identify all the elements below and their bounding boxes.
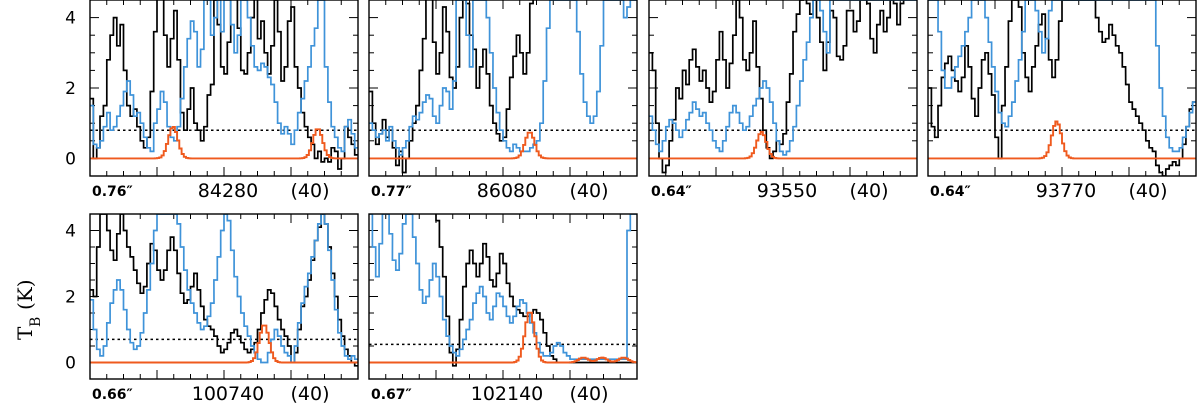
y-tick-label: 4 [65, 9, 76, 29]
species-model-spectrum [90, 324, 358, 364]
y-tick-label: 0 [65, 149, 76, 169]
observed-spectrum [90, 214, 358, 367]
beam-size-label: 0.64″ [930, 184, 971, 200]
beam-size-label: 0.64″ [651, 184, 692, 200]
y-tick-label: 2 [65, 288, 76, 308]
frequency-label: 86080 [477, 180, 537, 202]
spectrum-lines [90, 214, 358, 367]
species-model-spectrum [90, 126, 358, 160]
y-tick-label: 4 [65, 222, 76, 242]
transition-tag-label: (40) [290, 180, 329, 202]
transition-tag-label: (40) [849, 180, 888, 202]
frequency-label: 102140 [471, 383, 544, 405]
frequency-label: 84280 [198, 180, 258, 202]
panel-frame [89, 213, 359, 380]
y-tick-label: 0 [65, 354, 76, 374]
spectrum-panel: 0 2 4 0.76″ 84280 (40) [65, 0, 359, 202]
y-axis-title-sub: B [28, 317, 44, 327]
beam-size-label: 0.67″ [371, 387, 412, 403]
spectrum-lines [928, 0, 1196, 176]
transition-tag-label: (40) [290, 383, 329, 405]
y-axis-title: T B (K) [13, 279, 44, 340]
full-model-spectrum [90, 0, 358, 153]
spectrum-panel: 0.64″ 93550 (40) [648, 0, 918, 202]
observed-spectrum [649, 0, 905, 174]
full-model-spectrum [369, 0, 637, 156]
spectrum-panel: 0.64″ 93770 (40) [927, 0, 1197, 202]
frequency-label: 93550 [757, 180, 817, 202]
spectrum-panel: 0.67″ 102140 (40) [368, 213, 638, 405]
beam-size-label: 0.76″ [92, 184, 133, 200]
full-model-spectrum [369, 214, 637, 361]
observed-spectrum [435, 214, 637, 367]
beam-size-label: 0.77″ [371, 184, 412, 200]
panel-frame [368, 0, 638, 177]
observed-spectrum [928, 0, 1196, 176]
spectrum-lines [369, 214, 637, 367]
y-tick-label: 2 [65, 79, 76, 99]
y-axis-title-unit: (K) [13, 279, 37, 310]
transition-tag-label: (40) [569, 180, 608, 202]
full-model-spectrum [90, 214, 358, 364]
full-model-spectrum [928, 0, 1196, 153]
species-model-spectrum [369, 311, 637, 364]
panel-frame [648, 0, 918, 177]
full-model-spectrum [649, 0, 917, 156]
spectrum-panel: 0.77″ 86080 (40) [368, 0, 638, 202]
panel-frame [89, 0, 359, 177]
spectrum-lines [369, 0, 637, 174]
transition-tag-label: (40) [1128, 180, 1167, 202]
observed-spectrum [369, 0, 534, 174]
y-axis-title-main: T [13, 326, 37, 340]
species-model-spectrum [928, 120, 1196, 160]
spectrum-lines [649, 0, 917, 174]
frequency-label: 100740 [192, 383, 265, 405]
frequency-label: 93770 [1036, 180, 1096, 202]
transition-tag-label: (40) [569, 383, 608, 405]
spectrum-lines [90, 0, 358, 170]
panel-frame [927, 0, 1197, 177]
beam-size-label: 0.66″ [92, 387, 133, 403]
axis-ticks [90, 0, 358, 176]
species-model-spectrum [369, 131, 637, 160]
observed-spectrum [90, 0, 358, 170]
panel-frame [368, 213, 638, 380]
species-model-spectrum [649, 131, 917, 160]
spectrum-panel: 0 2 4 0.66″ 100740 (40) [65, 213, 359, 405]
